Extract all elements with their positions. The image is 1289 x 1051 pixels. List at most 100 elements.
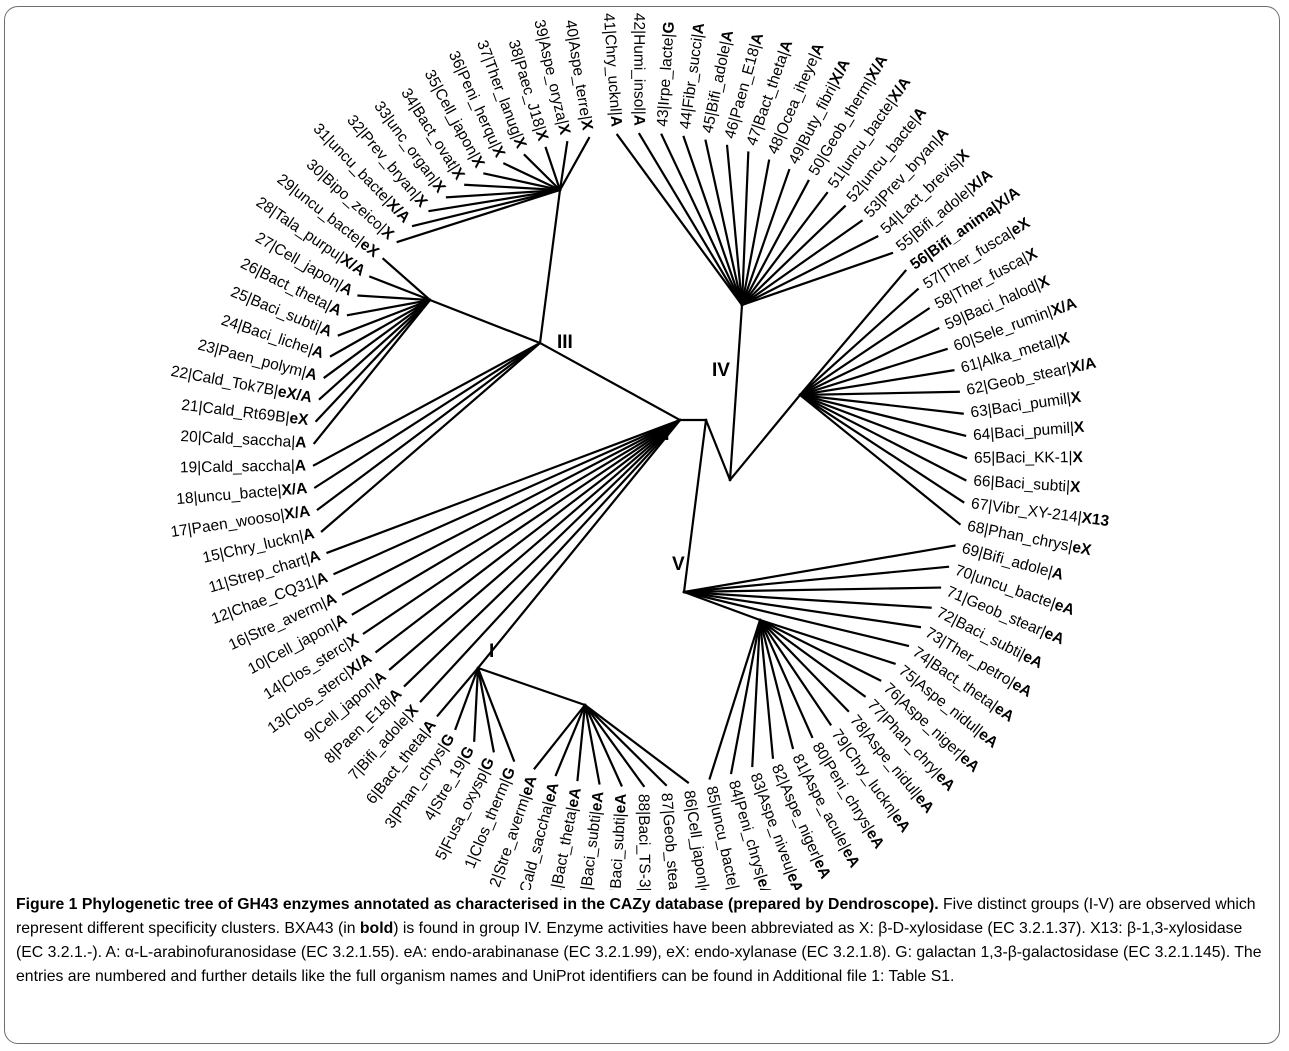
leaf-activity: A	[295, 457, 306, 474]
leaf-branch	[729, 618, 762, 775]
leaf-branch	[798, 393, 967, 482]
leaf-branch	[368, 275, 432, 302]
leaf-branch	[476, 666, 516, 763]
leaf-branch	[436, 666, 480, 718]
leaf-branch	[523, 153, 562, 192]
leaf-branch	[318, 298, 432, 401]
leaf-name: 43|Irpe_lacte|	[654, 33, 677, 127]
group-label-III: III	[557, 332, 573, 353]
leaf-activity: eA	[1052, 596, 1076, 619]
leaf-branch	[682, 590, 932, 609]
leaf-branch	[454, 666, 480, 731]
leaf-branch	[346, 298, 432, 317]
leaf-branch	[341, 418, 682, 596]
leaf-branch	[740, 159, 771, 307]
leaf-activity: A	[607, 115, 625, 127]
tree-branch	[704, 418, 732, 482]
leaf-name: 89|Baci_subti|	[606, 813, 628, 890]
leaf-branch	[337, 298, 432, 337]
leaf-name: 18|uncu_bacte|	[176, 482, 283, 508]
leaf-activity: G	[660, 21, 678, 34]
leaf-branch	[798, 393, 968, 460]
leaf-activity: A	[295, 434, 307, 452]
leaf-activity: eX	[1071, 538, 1094, 559]
leaf-branch	[798, 307, 931, 397]
leaf-activity: eA	[811, 856, 835, 881]
leaf-name: 42|Humi_insol|	[631, 13, 648, 115]
group-label-IV: IV	[712, 360, 730, 381]
leaf-branch	[483, 172, 562, 192]
leaf-name: 90|Baci_subti|	[575, 810, 604, 890]
leaf-label: 88|Baci_TS-3|eA	[635, 794, 653, 890]
leaf-activity: X	[578, 119, 597, 133]
leaf-label: 87|Geob_stear|eA	[658, 792, 685, 890]
leaf-activity: X/A	[283, 502, 311, 523]
leaf-activity: eA	[784, 870, 807, 890]
leaf-branch	[798, 393, 964, 415]
leaf-branch	[583, 703, 668, 787]
leaf-activity: eA	[611, 793, 629, 814]
leaf-branch	[583, 703, 646, 788]
leaf-label: 19|Cald_saccha|A	[180, 457, 306, 476]
leaf-branch	[351, 418, 682, 616]
leaf-branch	[758, 618, 896, 665]
leaf-branch	[758, 618, 882, 682]
tree-branch	[728, 393, 802, 482]
leaf-activity: X13	[1081, 509, 1111, 529]
leaf-branch	[740, 204, 847, 307]
leaf-name: 87|Geob_stear|	[658, 792, 683, 890]
leaf-branch	[708, 618, 762, 780]
leaf-activity: A	[301, 525, 316, 544]
leaf-activity: X	[1069, 388, 1082, 406]
leaf-label: 65|Baci_KK-1|X	[974, 449, 1084, 467]
leaf-activity: X/A	[281, 480, 308, 499]
leaf-name: 19|Cald_saccha|	[180, 457, 295, 476]
leaf-branch	[758, 618, 795, 750]
leaf-branch	[798, 393, 967, 438]
leaf-branch	[583, 703, 601, 785]
leaf-label: 89|Baci_subti|eA	[606, 793, 630, 890]
leaf-branch	[316, 341, 542, 512]
tree-edges	[312, 132, 968, 788]
leaf-branch	[740, 235, 879, 307]
leaf-activity: eA	[695, 887, 715, 890]
leaf-branch	[798, 393, 965, 504]
leaf-activity: X/A	[1069, 354, 1098, 376]
caption-bold-word: bold	[359, 920, 394, 937]
leaf-activity: A	[307, 547, 323, 566]
leaf-activity: eA	[564, 786, 584, 809]
leaf-activity: A	[1050, 564, 1065, 583]
leaf-name: 20|Cald_saccha|	[180, 428, 296, 451]
leaf-branch	[533, 703, 587, 771]
leaf-activity: A	[631, 115, 648, 126]
leaf-activity: eA	[518, 773, 540, 797]
leaf-activity: A	[689, 22, 707, 35]
leaf-branch	[323, 298, 432, 379]
leaf-branch	[403, 418, 682, 688]
leaf-activity: A	[718, 29, 737, 43]
figure-caption: Figure 1 Phylogenetic tree of GH43 enzym…	[16, 893, 1272, 989]
tree-branch	[538, 188, 562, 345]
leaf-label: 42|Humi_insol|A	[631, 13, 648, 126]
leaf-label: 66|Baci_subti|X	[973, 472, 1082, 496]
leaf-branch	[554, 703, 587, 777]
leaf-branch	[798, 369, 955, 397]
leaf-name: 66|Baci_subti|	[973, 472, 1071, 495]
leaf-branch	[312, 341, 542, 467]
leaf-branch	[419, 418, 682, 703]
leaf-branch	[725, 144, 744, 307]
leaf-branch	[558, 140, 569, 192]
leaf-branch	[740, 191, 829, 307]
leaf-activity: eA	[754, 876, 776, 890]
phylogenetic-tree: 41|Chry_ucknl|A42|Humi_insol|A 43|Irpe_la…	[169, 12, 1111, 890]
tree-branch	[682, 590, 762, 622]
leaf-branch	[798, 347, 948, 397]
leaf-activity: A	[776, 38, 796, 54]
leaf-branch	[758, 618, 775, 759]
leaf-branch	[682, 590, 910, 648]
group-label-I: I	[489, 641, 494, 662]
leaf-branch	[637, 132, 744, 307]
leaf-branch	[333, 418, 682, 576]
leaf-branch	[464, 183, 562, 192]
leaf-name: 65|Baci_KK-1|	[974, 449, 1073, 467]
